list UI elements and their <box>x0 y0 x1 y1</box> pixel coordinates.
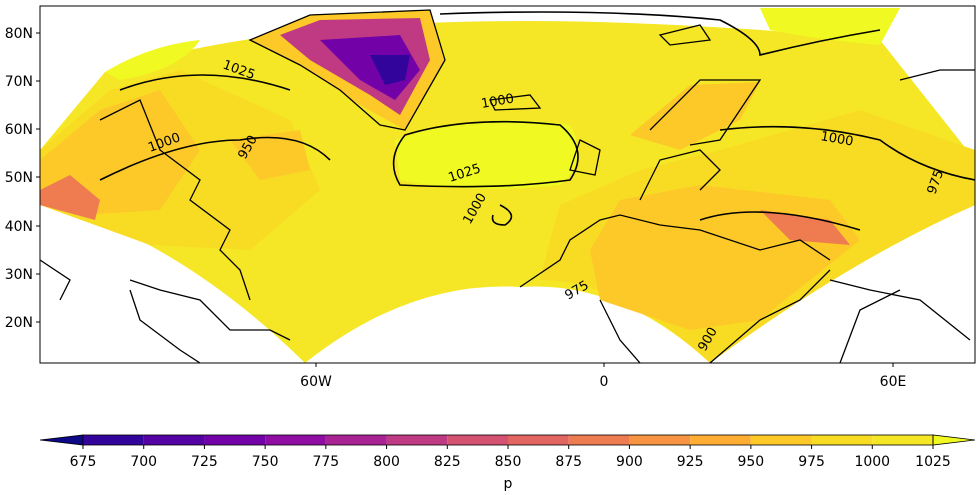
contour-label: 1000 <box>480 91 515 112</box>
contour-line <box>491 204 513 226</box>
colorbar-segment <box>447 435 508 445</box>
field-fill <box>760 8 900 45</box>
field-fill <box>40 175 100 220</box>
lat-label: 20N <box>5 315 33 331</box>
coastline <box>40 99 291 363</box>
colorbar-tick-label: 675 <box>70 454 97 470</box>
colorbar-segment <box>83 435 144 445</box>
colorbar-tick-label: 925 <box>677 454 704 470</box>
lat-label: 80N <box>5 26 33 42</box>
field-fill <box>320 35 420 100</box>
colorbar-tick-label: 900 <box>616 454 643 470</box>
coastline <box>248 9 712 131</box>
colorbar-segment <box>750 435 812 445</box>
colorbar-segment <box>872 435 933 445</box>
colorbar-segment <box>811 435 873 445</box>
field-fill <box>760 210 850 245</box>
contour-line <box>439 11 881 57</box>
lat-label: 70N <box>5 74 33 90</box>
lon-label: 60E <box>880 374 907 390</box>
colorbar-segment <box>629 435 691 445</box>
colorbar-segment <box>508 435 569 445</box>
lat-label: 50N <box>5 170 33 186</box>
coastline <box>569 69 975 201</box>
lon-label: 60W <box>300 374 332 390</box>
lon-label: 0 <box>600 374 609 390</box>
field-fill <box>395 120 578 189</box>
colorbar-segment <box>204 435 266 445</box>
field-fill <box>230 130 310 180</box>
field-fill <box>105 40 200 80</box>
map-frame <box>39 5 976 364</box>
colorbar-label: p <box>504 476 513 491</box>
colorbar-segment <box>568 435 630 445</box>
colorbar: 675 700 725 750 775 800 825 850 875 900 925 950 975 1… <box>39 434 976 470</box>
coastline <box>519 214 971 363</box>
field-fill <box>590 185 860 330</box>
colorbar-tick-label: 1025 <box>915 454 951 470</box>
colorbar-tick-label: 850 <box>495 454 522 470</box>
field-fill <box>630 82 760 150</box>
contour-line <box>699 125 975 231</box>
graticule-labels: 80N 70N 60N 50N 40N 30N 20N 60W 0 60E <box>5 26 907 390</box>
contour-line <box>392 120 579 188</box>
field-fill <box>370 55 410 85</box>
colorbar-segment <box>265 435 326 445</box>
colorbar-extend-high <box>932 434 976 446</box>
colorbar-tick-label: 875 <box>555 454 582 470</box>
colorbar-tick-label: 975 <box>798 454 825 470</box>
colorbar-segment <box>325 435 387 445</box>
colorbar-tick-label: 800 <box>373 454 400 470</box>
contour-line <box>99 74 331 181</box>
colorbar-segment <box>143 435 205 445</box>
colorbar-tick-label: 750 <box>252 454 279 470</box>
colorbar-tick-label: 1000 <box>854 454 890 470</box>
colorbar-tick-label: 825 <box>434 454 461 470</box>
colorbar-tick-label: 775 <box>312 454 339 470</box>
colorbar-segment <box>690 435 751 445</box>
colorbar-tick-label: 725 <box>191 454 218 470</box>
colorbar-tick-label: 950 <box>737 454 764 470</box>
colorbar-extend-low <box>39 434 84 446</box>
map-area: 1025 1000 1000 975 1000 1025 950 1000 97… <box>40 8 975 363</box>
contour-label: 1000 <box>819 129 854 150</box>
lat-label: 30N <box>5 267 33 283</box>
colorbar-tick-label: 700 <box>130 454 157 470</box>
colorbar-segment <box>386 435 448 445</box>
lat-label: 40N <box>5 219 33 235</box>
lat-label: 60N <box>5 122 33 138</box>
